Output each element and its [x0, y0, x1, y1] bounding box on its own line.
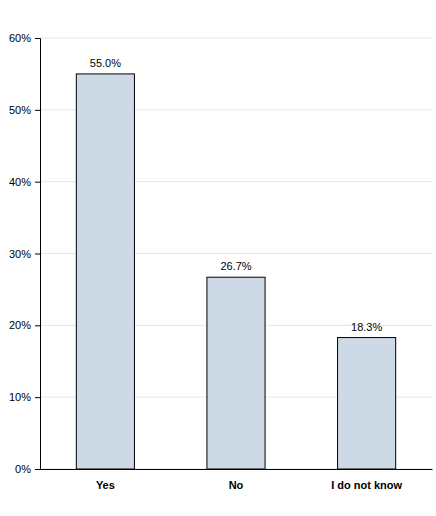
y-tick-label: 20% [9, 319, 31, 331]
y-tick: 60% [9, 32, 40, 44]
y-tick-mark [35, 397, 40, 398]
y-tick: 10% [9, 391, 40, 403]
y-tick-label: 10% [9, 391, 31, 403]
y-tick-label: 0% [15, 463, 31, 475]
x-tick-label: Yes [96, 479, 115, 491]
y-tick-mark [35, 325, 40, 326]
grid-line [40, 38, 432, 39]
y-tick: 30% [9, 248, 40, 260]
plot: 0% 10% 20% 30% 40% 50% 60% Yes No I do not know 55… [9, 32, 433, 491]
x-axis: Yes No I do not know [41, 469, 433, 491]
x-tick: No [229, 469, 244, 491]
y-tick: 20% [9, 319, 40, 331]
data-labels: 55.0% 26.7% 18.3% [90, 57, 383, 333]
bar [338, 338, 396, 469]
data-label: 55.0% [90, 57, 121, 69]
y-tick-mark [35, 469, 40, 470]
x-tick: Yes [96, 469, 115, 491]
y-tick-mark [35, 182, 40, 183]
bars [76, 74, 395, 469]
data-label: 18.3% [351, 321, 382, 333]
y-tick-label: 30% [9, 248, 31, 260]
y-axis-line [35, 39, 41, 470]
y-tick-label: 60% [9, 32, 31, 44]
y-tick-mark [35, 110, 40, 111]
y-tick-label: 50% [9, 104, 31, 116]
bar [207, 277, 265, 469]
y-axis: 0% 10% 20% 30% 40% 50% 60% [9, 32, 41, 475]
x-tick-label: I do not know [331, 479, 402, 491]
bar [76, 74, 134, 469]
y-tick-mark [35, 254, 40, 255]
y-tick: 40% [9, 176, 40, 188]
y-tick-mark [35, 38, 40, 39]
y-tick: 50% [9, 104, 40, 116]
x-axis-line [41, 469, 433, 470]
chart: 0% 10% 20% 30% 40% 50% 60% Yes No I do not know 55… [0, 0, 436, 516]
x-tick: I do not know [331, 469, 402, 491]
x-tick-label: No [229, 479, 244, 491]
data-label: 26.7% [220, 260, 251, 272]
grid [40, 38, 432, 469]
y-tick-label: 40% [9, 176, 31, 188]
y-tick: 0% [15, 463, 40, 475]
